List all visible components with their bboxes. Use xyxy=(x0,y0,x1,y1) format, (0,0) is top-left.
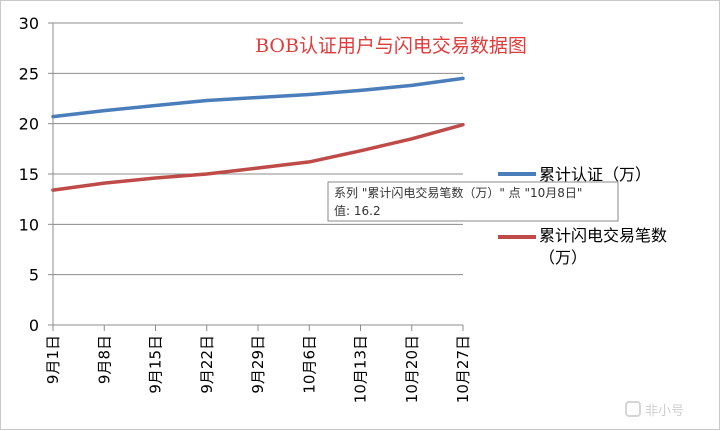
legend-label-series-2-line1: 累计闪电交易笔数 xyxy=(539,226,667,245)
legend: 累计认证（万） 累计闪电交易笔数 （万） xyxy=(498,165,667,267)
tooltip-box xyxy=(327,181,619,222)
series-lines xyxy=(51,76,465,192)
tooltip-series-point: 系列 "累计闪电交易笔数（万）" 点 "10月8日" xyxy=(334,185,582,200)
y-tick-label: 0 xyxy=(29,316,39,335)
series-line-2[interactable] xyxy=(51,122,465,192)
watermark: 非小号 xyxy=(625,401,684,419)
legend-label-series-1: 累计认证（万） xyxy=(539,165,651,184)
watermark-text: 非小号 xyxy=(645,404,684,419)
x-tick-label: 9月1日 xyxy=(44,335,62,384)
y-tick-label: 25 xyxy=(19,64,39,83)
x-tick-label: 10月6日 xyxy=(300,335,318,394)
y-tick-label: 10 xyxy=(19,215,39,234)
data-point-tooltip: 系列 "累计闪电交易笔数（万）" 点 "10月8日" 值: 16.2 xyxy=(327,181,619,222)
gridlines xyxy=(53,22,463,276)
y-tick-label: 30 xyxy=(19,14,39,33)
y-tick-label: 5 xyxy=(29,266,39,285)
x-tick-label: 10月27日 xyxy=(454,335,472,403)
x-tick-label: 9月22日 xyxy=(198,335,216,394)
x-tick-label: 9月8日 xyxy=(95,335,113,384)
x-tick-label: 10月20日 xyxy=(403,335,421,403)
y-tick-label: 20 xyxy=(19,115,39,134)
legend-label-series-2-line2: （万） xyxy=(539,248,587,267)
watermark-logo-icon xyxy=(625,401,641,417)
x-tick-label: 9月29日 xyxy=(249,335,267,394)
tooltip-value: 值: 16.2 xyxy=(334,203,381,218)
series-line-1[interactable] xyxy=(51,76,465,119)
x-tick-label: 9月15日 xyxy=(147,335,165,394)
axes: 0 5 10 15 20 25 30 9月1日 9月8日 9月15日 9月22日 9月29日 10月6日… xyxy=(19,14,472,403)
chart-title: BOB认证用户与闪电交易数据图 xyxy=(255,35,527,57)
y-tick-label: 15 xyxy=(19,165,39,184)
x-tick-label: 10月13日 xyxy=(352,335,370,403)
